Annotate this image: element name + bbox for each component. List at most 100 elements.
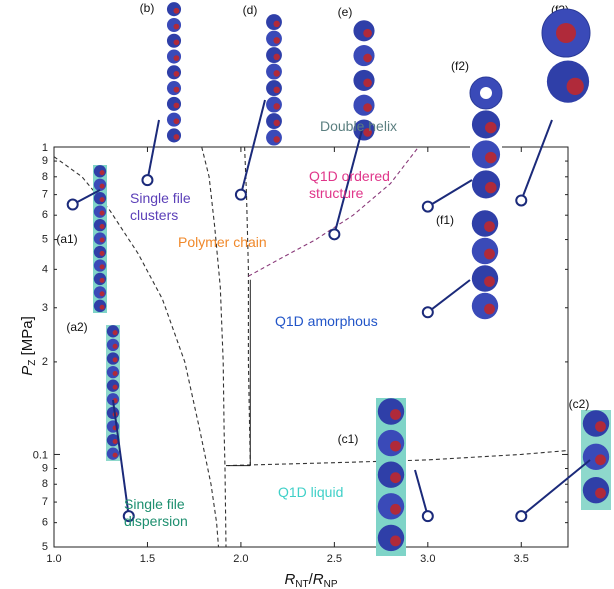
x-tick-label: 1.5 bbox=[140, 553, 155, 565]
region-q1d-amorphous: Q1D amorphous bbox=[275, 313, 378, 329]
particle-patch bbox=[363, 103, 372, 112]
particle bbox=[266, 96, 282, 113]
particle-patch bbox=[273, 86, 280, 94]
particle-patch bbox=[273, 37, 280, 44]
particle bbox=[166, 128, 182, 143]
particle-patch bbox=[99, 277, 105, 283]
particle-patch bbox=[273, 136, 280, 143]
leader-line bbox=[520, 119, 553, 201]
region-line: structure bbox=[309, 185, 364, 201]
region-double-helix: Double helix bbox=[320, 118, 397, 134]
particle bbox=[353, 20, 375, 42]
particle-patch bbox=[173, 7, 180, 14]
particle-patch bbox=[485, 121, 497, 134]
particle-patch bbox=[484, 303, 495, 315]
particle bbox=[471, 265, 499, 292]
snapshots-layer: (a1)(a2)(b)(c1)(c2)(d)(e)(f1)(f2)(f3) bbox=[56, 1, 611, 556]
particle-patch bbox=[99, 183, 105, 189]
particle bbox=[471, 110, 501, 139]
leader-line bbox=[520, 459, 591, 517]
snapshot-marker bbox=[328, 228, 341, 241]
particle bbox=[266, 14, 282, 31]
particle-patch bbox=[390, 503, 401, 515]
particle bbox=[93, 259, 107, 272]
particle-patch bbox=[99, 250, 105, 256]
particle-patch bbox=[99, 291, 105, 297]
particle bbox=[353, 94, 375, 116]
region-q1d-ordered: Q1D ordered structure bbox=[309, 168, 394, 201]
particle bbox=[353, 45, 375, 67]
y-minor-tick-label: 7 bbox=[42, 189, 48, 201]
region-line: Single file bbox=[130, 190, 191, 206]
particle bbox=[106, 379, 120, 392]
particle bbox=[166, 17, 182, 33]
y-minor-tick-label: 5 bbox=[42, 541, 48, 553]
snapshot-marker bbox=[122, 510, 135, 523]
particle bbox=[93, 272, 107, 286]
particle bbox=[166, 81, 182, 96]
particle-patch bbox=[173, 23, 180, 30]
particle bbox=[471, 292, 499, 320]
particle-patch bbox=[112, 370, 118, 377]
snapshot-label: (b) bbox=[140, 1, 155, 15]
x-tick-label: 1.0 bbox=[46, 553, 61, 565]
particle bbox=[471, 237, 499, 265]
snapshot-label: (f2) bbox=[451, 59, 469, 73]
particle bbox=[166, 65, 182, 80]
particle bbox=[106, 406, 120, 420]
particle bbox=[266, 129, 282, 146]
y-tick-label: 1 bbox=[42, 142, 48, 154]
particle-patch bbox=[173, 86, 180, 93]
particle-patch bbox=[173, 134, 180, 140]
particle bbox=[166, 112, 182, 127]
particle-patch bbox=[485, 181, 497, 194]
particle bbox=[106, 325, 120, 338]
region-line: dispersion bbox=[124, 513, 188, 529]
particle bbox=[106, 352, 120, 365]
particle bbox=[377, 398, 405, 425]
particle-patch bbox=[363, 53, 372, 63]
particle-patch bbox=[99, 223, 105, 230]
particle bbox=[546, 60, 590, 103]
particle-patch bbox=[112, 357, 118, 363]
particle-patch bbox=[485, 151, 497, 164]
x-tick-label: 3.5 bbox=[514, 553, 529, 565]
snapshot-label: (a2) bbox=[66, 320, 87, 334]
particle bbox=[166, 49, 182, 64]
snapshot-marker bbox=[141, 174, 154, 187]
snapshot-label: (f1) bbox=[436, 213, 454, 227]
x-axis-label: RNT/RNP bbox=[284, 571, 337, 589]
snapshot-topview-core bbox=[480, 87, 492, 99]
particle bbox=[93, 286, 107, 299]
particle-patch bbox=[112, 330, 118, 336]
particle bbox=[106, 447, 120, 460]
x-tick-label: 3.0 bbox=[420, 553, 435, 565]
particle bbox=[166, 33, 182, 48]
particle bbox=[93, 232, 107, 245]
particle-patch bbox=[273, 70, 280, 77]
leader-line bbox=[427, 179, 473, 208]
particle-patch bbox=[484, 248, 495, 260]
particle bbox=[93, 218, 107, 232]
particle-patch bbox=[363, 128, 372, 137]
y-minor-tick-label: 6 bbox=[42, 517, 48, 529]
leader-line bbox=[427, 279, 471, 314]
region-polymer-chain: Polymer chain bbox=[178, 234, 267, 250]
particle bbox=[266, 47, 282, 64]
y-minor-tick-label: 8 bbox=[42, 171, 48, 183]
y-minor-tick-label: 8 bbox=[42, 478, 48, 490]
leader-line bbox=[414, 469, 429, 517]
region-labels: Single file clusters Polymer chain Doubl… bbox=[124, 118, 397, 529]
particle bbox=[353, 69, 375, 91]
y-minor-tick-label: 3 bbox=[42, 302, 48, 314]
snapshot-marker bbox=[421, 200, 434, 213]
particle bbox=[93, 178, 107, 191]
snapshot-label: (c2) bbox=[569, 397, 590, 411]
region-single-file-dispersion: Single file dispersion bbox=[124, 496, 189, 529]
particle bbox=[266, 63, 282, 80]
particle-patch bbox=[173, 55, 180, 62]
snapshot-topview-core bbox=[556, 23, 576, 43]
particle-patch bbox=[99, 197, 105, 203]
x-tick-label: 2.5 bbox=[327, 553, 342, 565]
particle bbox=[266, 113, 282, 130]
